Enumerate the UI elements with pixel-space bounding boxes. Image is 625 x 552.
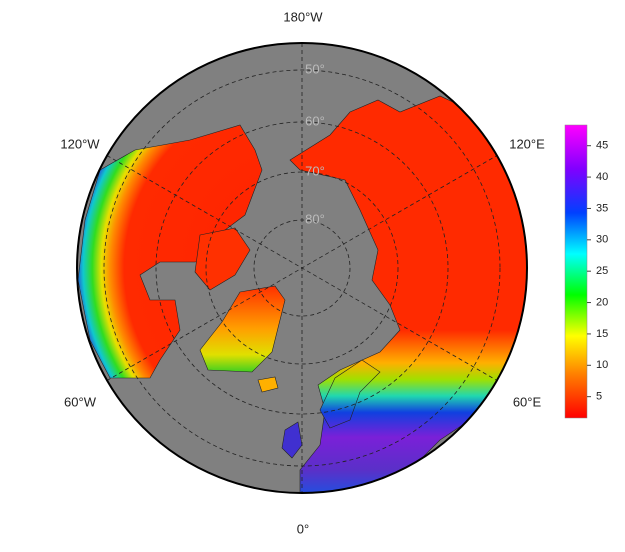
longitude-label: 0° xyxy=(297,521,309,536)
colorbar xyxy=(564,124,588,419)
british-isles xyxy=(281,421,303,459)
colorbar-tick-label: 10 xyxy=(596,359,608,371)
latitude-label: 80° xyxy=(305,211,325,226)
colorbar-tick-label: 25 xyxy=(596,265,608,277)
longitude-label: 180°W xyxy=(283,9,323,24)
longitude-label: 60°W xyxy=(64,394,97,409)
graticule xyxy=(103,43,501,493)
longitude-label: 120°E xyxy=(509,136,545,151)
map-disk xyxy=(77,43,527,493)
arctic-islands xyxy=(194,227,251,291)
colorbar-tick-label: 30 xyxy=(596,234,608,246)
latitude-label: 50° xyxy=(305,61,325,76)
scandinavia xyxy=(319,359,381,429)
north-america xyxy=(77,124,263,379)
longitude-label: 60°E xyxy=(513,394,542,409)
colorbar-tick-label: 20 xyxy=(596,296,608,308)
longitude-label: 120°W xyxy=(60,136,100,151)
map-border xyxy=(76,42,528,494)
colorbar-tick-label: 45 xyxy=(596,140,608,152)
colorbar-tick-label: 15 xyxy=(596,328,608,340)
colorbar-tick-label: 40 xyxy=(596,171,608,183)
iceland xyxy=(257,376,279,393)
colorbar-tick-label: 35 xyxy=(596,202,608,214)
latitude-label: 60° xyxy=(305,113,325,128)
colorbar-tick-label: 5 xyxy=(596,391,602,403)
latitude-label: 70° xyxy=(305,163,325,178)
greenland xyxy=(199,285,286,373)
